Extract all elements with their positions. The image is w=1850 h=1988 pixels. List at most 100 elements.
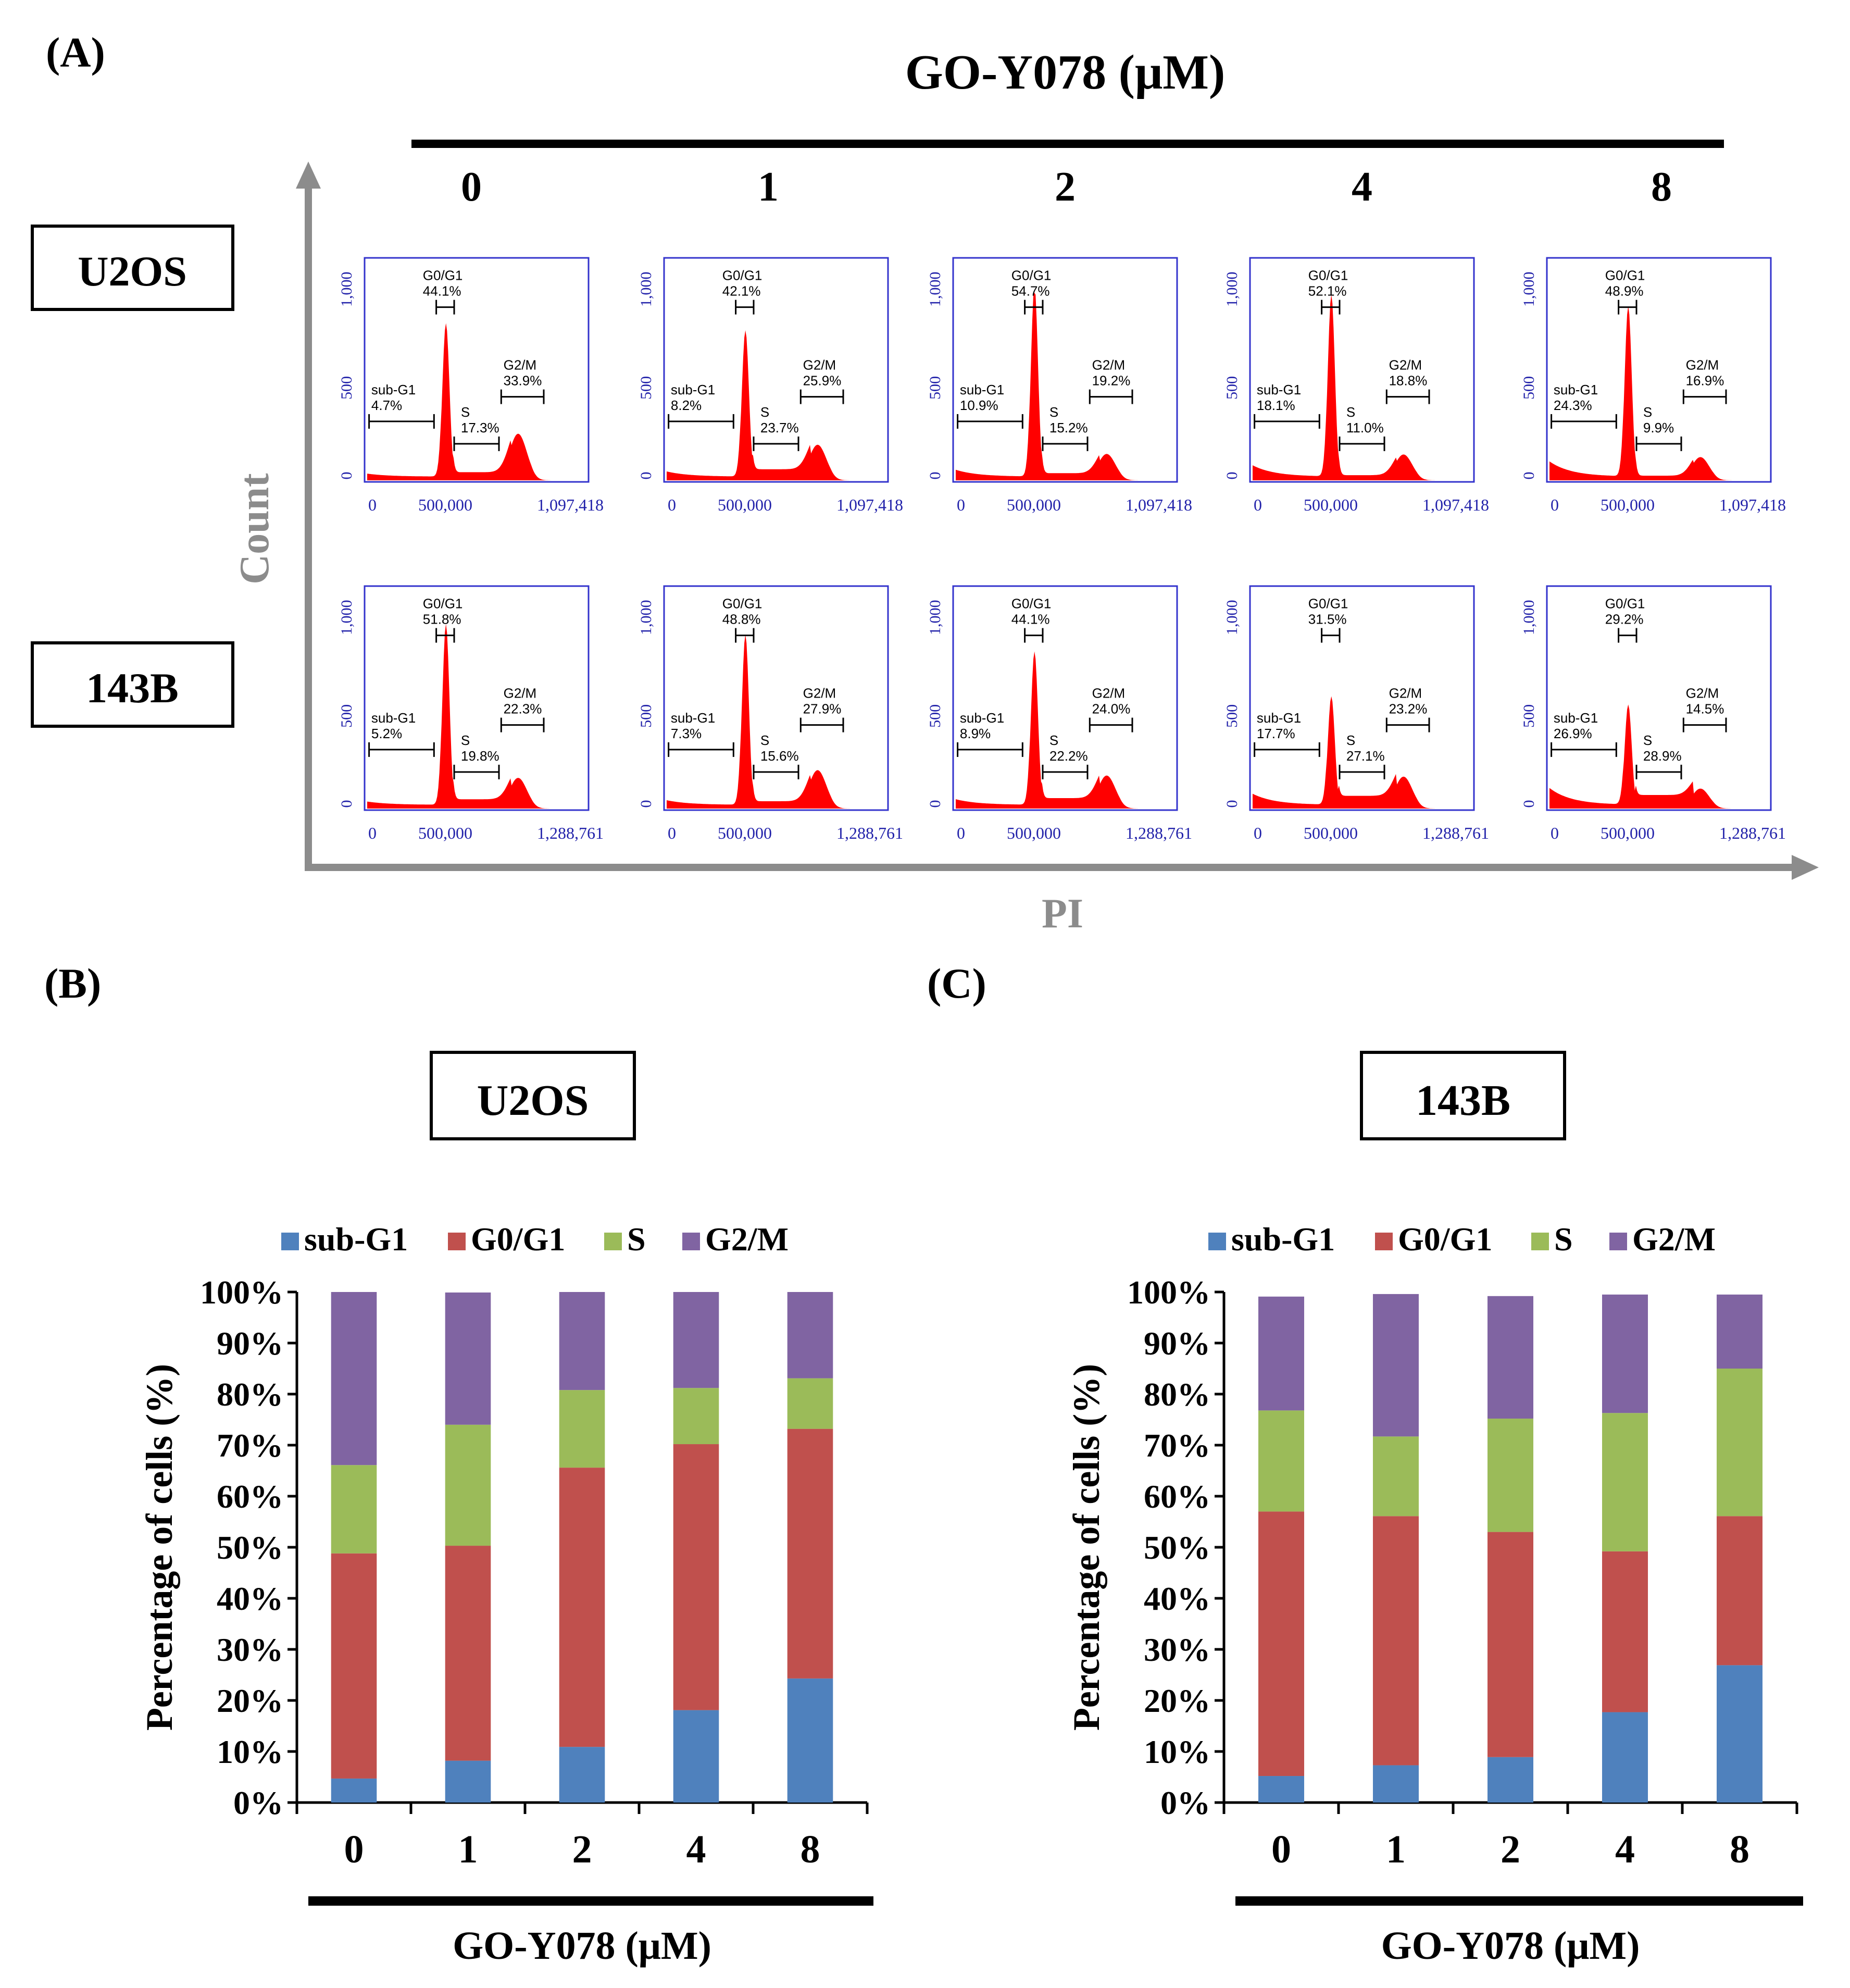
x-tick-label: 0 xyxy=(344,1828,364,1871)
histogram-y-tick: 500 xyxy=(638,704,655,728)
gate-name: G0/G1 xyxy=(1605,268,1645,283)
x-tick-label: 2 xyxy=(572,1828,592,1871)
bar-segment-g2m-8 xyxy=(787,1292,833,1378)
gate-percent: 11.0% xyxy=(1346,420,1384,436)
bar-segment-subg1-1 xyxy=(445,1760,491,1803)
histogram-frame xyxy=(364,257,590,483)
gate-name: S xyxy=(461,732,470,748)
cell-line-label-u2os: U2OS xyxy=(78,247,187,295)
gate-percent: 26.9% xyxy=(1554,726,1592,741)
gate-name: S xyxy=(461,404,470,420)
bar-segment-s-0 xyxy=(1258,1410,1304,1512)
gate-percent: 8.9% xyxy=(960,726,991,741)
histogram-x-tick: 500,000 xyxy=(1601,495,1655,514)
legend-label: S xyxy=(627,1221,646,1258)
y-tick-label: 30% xyxy=(217,1631,283,1668)
y-tick-label: 70% xyxy=(217,1427,283,1464)
y-tick-label: 40% xyxy=(1144,1580,1210,1617)
histogram-y-tick: 1,000 xyxy=(338,271,355,307)
histogram-x-tick: 0 xyxy=(368,824,377,842)
gate-percent: 24.3% xyxy=(1554,397,1592,413)
panel-a-dose-2: 2 xyxy=(1055,164,1076,210)
histogram-y-tick: 0 xyxy=(338,472,355,480)
bar-segment-s-8 xyxy=(1717,1369,1763,1517)
bar-segment-subg1-2 xyxy=(559,1747,605,1803)
gate-sub_g1: sub-G18.2% xyxy=(668,382,734,429)
gate-sub_g1: sub-G14.7% xyxy=(368,382,435,429)
gate-s: S15.2% xyxy=(1042,404,1089,451)
gate-name: G0/G1 xyxy=(423,268,463,283)
histogram-x-tick: 1,097,418 xyxy=(1422,495,1489,514)
y-tick-label: 10% xyxy=(217,1733,283,1770)
gate-percent: 23.7% xyxy=(760,420,799,436)
cell-line-label-143b: 143B xyxy=(86,664,179,712)
bar-segment-s-4 xyxy=(673,1388,719,1445)
histogram-x-tick: 500,000 xyxy=(1304,495,1358,514)
bar-segment-s-2 xyxy=(559,1390,605,1468)
y-tick-label: 30% xyxy=(1144,1631,1210,1668)
bar-segment-g0g1-0 xyxy=(1258,1511,1304,1776)
y-tick-label: 100% xyxy=(1127,1274,1210,1311)
gate-g2_m: G2/M19.2% xyxy=(1089,357,1133,404)
bar-segment-g2m-2 xyxy=(1488,1296,1533,1419)
gate-percent: 10.9% xyxy=(960,397,998,413)
gate-s: S11.0% xyxy=(1339,404,1385,451)
bar-segment-g0g1-2 xyxy=(559,1468,605,1747)
panel-a-dose-0: 0 xyxy=(461,164,482,210)
gate-name: G2/M xyxy=(803,686,836,701)
legend-swatch xyxy=(604,1233,622,1250)
gate-name: S xyxy=(760,732,769,748)
bar-segment-g2m-0 xyxy=(1258,1296,1304,1411)
histogram-x-tick: 500,000 xyxy=(1304,824,1358,842)
x-tick-label: 0 xyxy=(1271,1828,1291,1871)
gate-percent: 4.7% xyxy=(371,397,402,413)
histogram-frame xyxy=(1546,257,1772,483)
histogram-x-tick: 1,288,761 xyxy=(537,824,604,842)
gate-percent: 27.1% xyxy=(1346,748,1385,764)
histogram-frame xyxy=(1249,585,1475,811)
legend-item: G2/M xyxy=(1609,1221,1716,1258)
bar-segment-g2m-4 xyxy=(1602,1294,1648,1413)
gate-percent: 5.2% xyxy=(371,726,402,741)
y-axis-title: Percentage of cells (%) xyxy=(1066,1364,1107,1731)
panel-b-label: (B) xyxy=(44,960,101,1007)
bar-segment-g2m-8 xyxy=(1717,1294,1763,1369)
gate-name: G0/G1 xyxy=(722,268,762,283)
histogram-y-tick: 1,000 xyxy=(1520,600,1538,635)
histogram-x-tick: 0 xyxy=(368,495,377,514)
gate-percent: 18.8% xyxy=(1389,373,1428,389)
cell-line-box-u2os: U2OS xyxy=(31,225,234,311)
gate-percent: 14.5% xyxy=(1686,701,1724,717)
y-tick-label: 0% xyxy=(1160,1784,1210,1821)
gate-name: sub-G1 xyxy=(1257,710,1301,726)
gate-name: sub-G1 xyxy=(1554,710,1598,726)
y-tick-label: 80% xyxy=(1144,1376,1210,1413)
histogram-x-tick: 0 xyxy=(668,495,676,514)
gate-g2_m: G2/M23.2% xyxy=(1385,686,1430,732)
bar-segment-g0g1-4 xyxy=(1602,1551,1648,1712)
chart-title-box-143b: 143B xyxy=(1360,1051,1566,1140)
count-axis-arrowhead xyxy=(296,161,321,189)
bar-segment-g2m-2 xyxy=(559,1292,605,1390)
histogram-x-tick: 0 xyxy=(668,824,676,842)
histogram-x-tick: 500,000 xyxy=(418,495,472,514)
histogram-y-tick: 0 xyxy=(1223,800,1241,808)
gate-name: sub-G1 xyxy=(1554,382,1598,397)
gate-percent: 33.9% xyxy=(504,373,542,389)
gate-percent: 52.1% xyxy=(1308,283,1347,299)
histogram-y-tick: 500 xyxy=(1520,376,1538,400)
gate-g2_m: G2/M33.9% xyxy=(500,357,545,404)
histogram-frame xyxy=(364,585,590,811)
histogram-x-tick: 0 xyxy=(1551,495,1559,514)
gate-sub_g1: sub-G18.9% xyxy=(957,710,1023,757)
legend-swatch xyxy=(1375,1233,1393,1250)
